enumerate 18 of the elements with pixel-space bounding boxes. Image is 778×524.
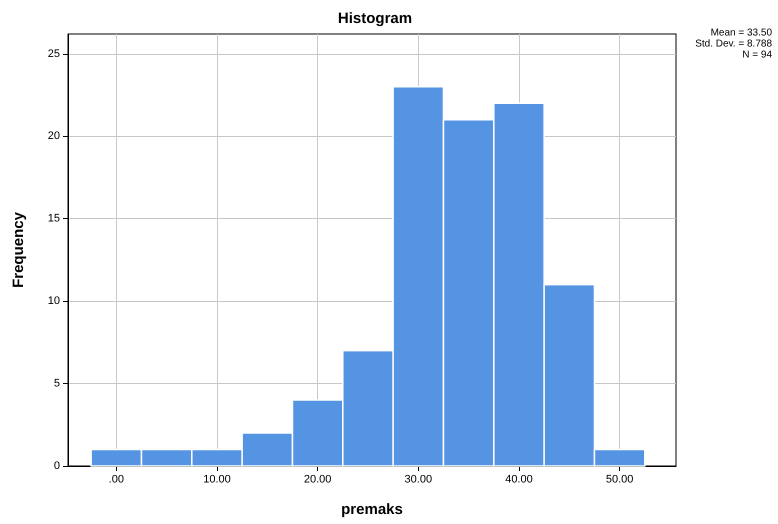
y-tick-label: 20	[48, 130, 60, 142]
x-tick-label: 30.00	[404, 474, 432, 486]
x-tick-label: .00	[108, 474, 124, 486]
text: N = 94	[742, 50, 772, 60]
x-tick-label: 20.00	[304, 474, 332, 486]
x-axis-title: premaks	[341, 501, 403, 518]
text: Std. Dev. = 8.788	[695, 38, 772, 50]
x-tick-label: 40.00	[505, 474, 533, 486]
chart-title: Histogram	[338, 10, 412, 27]
x-tick-label: 10.00	[203, 474, 231, 486]
y-tick-label: 25	[48, 48, 60, 60]
y-tick-label: 15	[48, 212, 60, 225]
text: Mean = 33.50	[710, 28, 772, 38]
y-axis-title: Frequency	[10, 211, 27, 288]
x-tick-label: 50.00	[606, 474, 634, 486]
y-tick-label: 0	[54, 460, 60, 472]
y-tick-label: 5	[54, 378, 60, 390]
y-tick-label: 10	[48, 295, 60, 308]
